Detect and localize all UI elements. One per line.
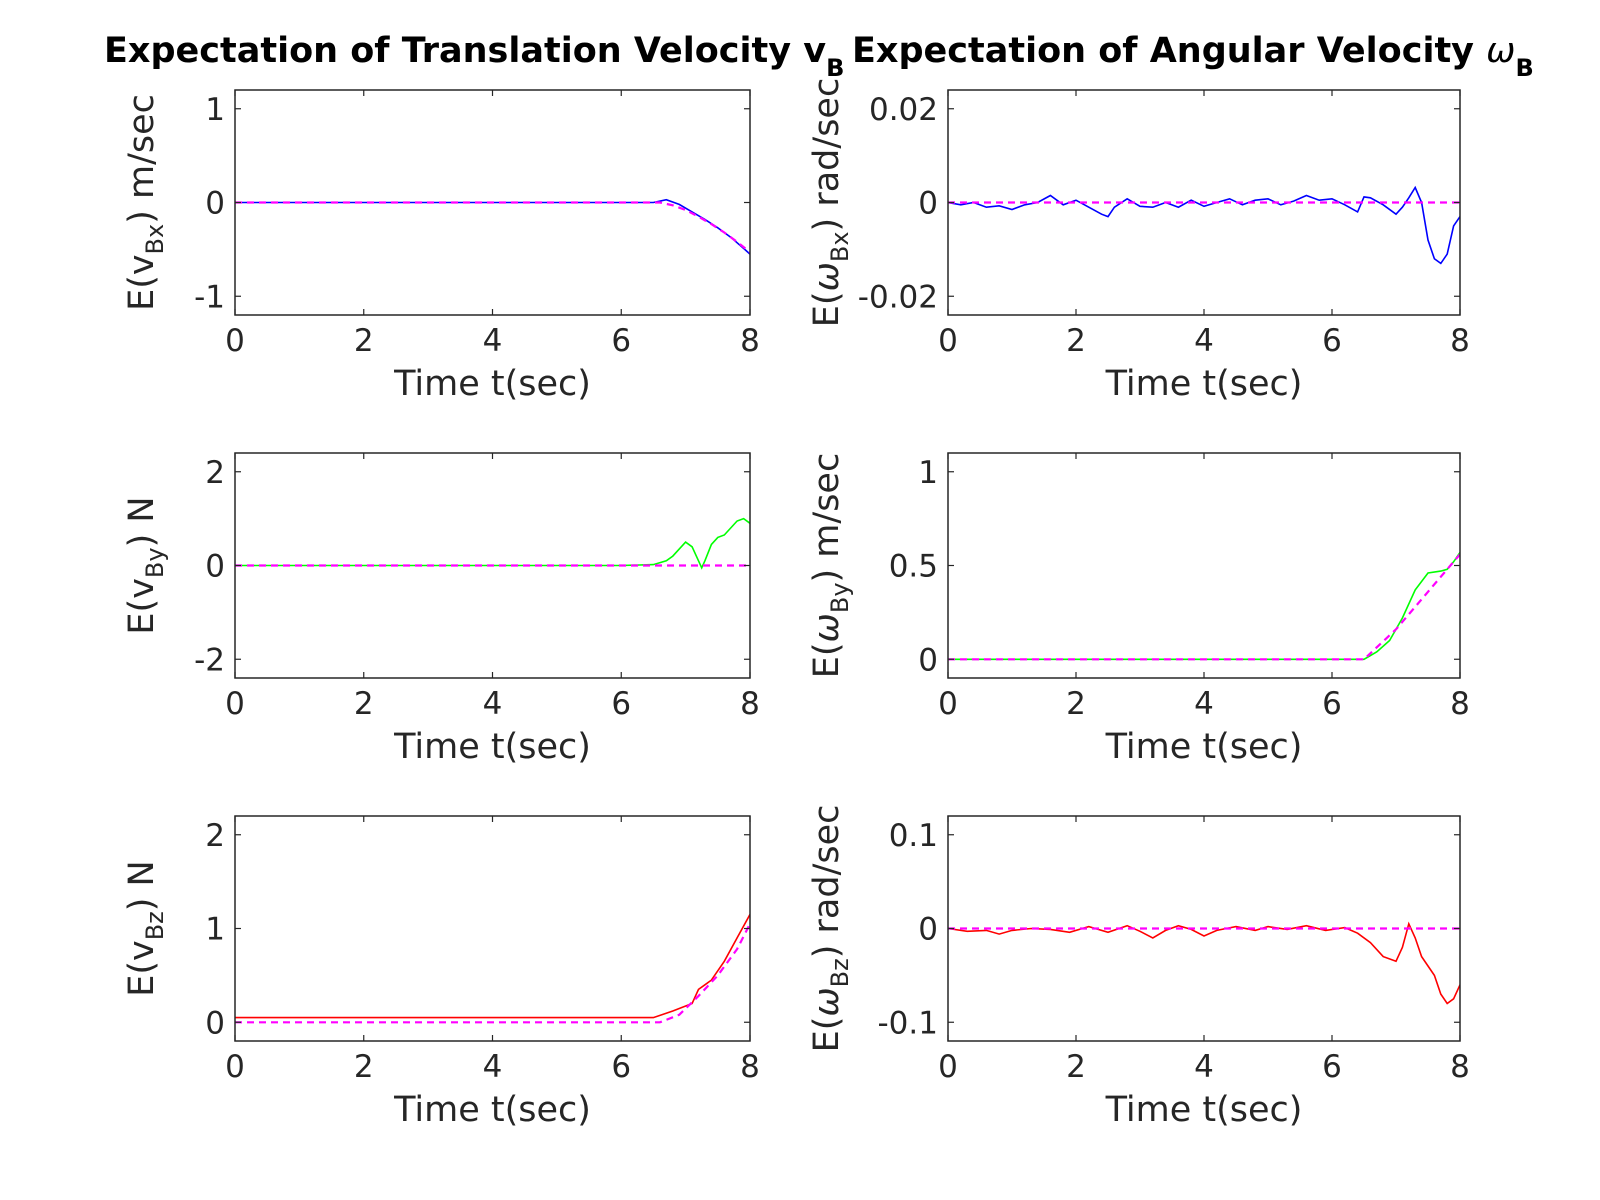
x-tick-label: 8 bbox=[1450, 1049, 1470, 1085]
x-tick-label: 8 bbox=[740, 323, 760, 359]
x-tick-label: 2 bbox=[354, 323, 374, 359]
x-tick-label: 6 bbox=[1322, 1049, 1342, 1085]
x-tick-label: 6 bbox=[1322, 323, 1342, 359]
x-tick-label: 6 bbox=[611, 323, 631, 359]
x-tick-label: 0 bbox=[938, 1049, 958, 1085]
y-tick-label: 1 bbox=[205, 92, 225, 128]
y-axis-label: E(vBx) m/sec bbox=[122, 94, 169, 311]
x-tick-label: 0 bbox=[938, 686, 958, 722]
y-tick-label: 0 bbox=[205, 186, 225, 222]
left-column-title: Expectation of Translation Velocity vB bbox=[104, 31, 844, 82]
series-line-1 bbox=[235, 198, 750, 255]
y-tick-label: -0.1 bbox=[878, 1005, 939, 1041]
x-axis-label: Time t(sec) bbox=[393, 727, 591, 767]
y-tick-label: 0 bbox=[205, 549, 225, 585]
y-tick-label: -0.02 bbox=[858, 279, 938, 315]
y-tick-label: -1 bbox=[194, 279, 225, 315]
y-tick-label: 0 bbox=[918, 642, 938, 678]
subplot-5: 0 2 4 6 8 0 1 2 Time t(sec) E(vBz) N bbox=[122, 815, 760, 1130]
y-tick-label: 0 bbox=[205, 1005, 225, 1041]
series-line-1 bbox=[948, 185, 1460, 265]
y-axis-label: E(vBy) N bbox=[122, 496, 169, 634]
x-axis-label: Time t(sec) bbox=[393, 364, 591, 404]
y-axis-label: E(ωBx) rad/sec bbox=[807, 78, 854, 327]
x-tick-label: 6 bbox=[611, 686, 631, 722]
x-tick-label: 0 bbox=[225, 323, 245, 359]
axes-box bbox=[947, 452, 1461, 679]
y-tick-label: 0.5 bbox=[889, 549, 938, 585]
series-line-1 bbox=[948, 551, 1460, 661]
x-tick-label: 8 bbox=[740, 686, 760, 722]
series-line-2 bbox=[235, 201, 750, 254]
x-tick-label: 4 bbox=[1194, 323, 1214, 359]
y-axis-label: E(ωBy) m/sec bbox=[807, 453, 854, 678]
x-tick-label: 8 bbox=[1450, 323, 1470, 359]
x-tick-label: 2 bbox=[354, 686, 374, 722]
x-tick-label: 2 bbox=[1066, 1049, 1086, 1085]
x-tick-label: 2 bbox=[1066, 323, 1086, 359]
y-tick-label: 2 bbox=[205, 818, 225, 854]
x-tick-label: 4 bbox=[483, 1049, 503, 1085]
axes-box bbox=[234, 815, 751, 1042]
y-tick-label: 0.02 bbox=[869, 92, 938, 128]
x-tick-label: 8 bbox=[740, 1049, 760, 1085]
x-tick-label: 4 bbox=[1194, 1049, 1214, 1085]
subplot-6: 0 2 4 6 8 -0.1 0 0.1 Time t(sec) E(ωBz) rad/sec bbox=[807, 805, 1470, 1130]
series-line-2 bbox=[948, 553, 1460, 661]
y-tick-label: 1 bbox=[205, 912, 225, 948]
x-tick-label: 8 bbox=[1450, 686, 1470, 722]
x-axis-label: Time t(sec) bbox=[1105, 364, 1303, 404]
x-tick-label: 2 bbox=[1066, 686, 1086, 722]
y-axis-label: E(ωBz) rad/sec bbox=[807, 805, 854, 1053]
x-tick-label: 6 bbox=[611, 1049, 631, 1085]
x-axis-label: Time t(sec) bbox=[393, 1090, 591, 1130]
y-axis-label: E(vBz) N bbox=[122, 860, 169, 997]
x-axis-label: Time t(sec) bbox=[1105, 727, 1303, 767]
series-line-1 bbox=[948, 921, 1460, 1005]
x-tick-label: 2 bbox=[354, 1049, 374, 1085]
y-tick-label: 0.1 bbox=[889, 818, 938, 854]
right-column-title: Expectation of Angular Velocity ωB bbox=[852, 31, 1534, 82]
x-tick-label: 0 bbox=[938, 323, 958, 359]
x-tick-label: 4 bbox=[1194, 686, 1214, 722]
series-line-1 bbox=[235, 914, 750, 1019]
series-line-1 bbox=[235, 517, 750, 570]
y-tick-label: 1 bbox=[918, 455, 938, 491]
x-tick-label: 4 bbox=[483, 323, 503, 359]
y-tick-label: 2 bbox=[205, 455, 225, 491]
y-tick-label: 0 bbox=[918, 186, 938, 222]
x-tick-label: 0 bbox=[225, 1049, 245, 1085]
x-tick-label: 0 bbox=[225, 686, 245, 722]
x-axis-label: Time t(sec) bbox=[1105, 1090, 1303, 1130]
series-line-2 bbox=[235, 923, 750, 1024]
x-tick-label: 6 bbox=[1322, 686, 1342, 722]
y-tick-label: -2 bbox=[194, 642, 225, 678]
subplot-4: 0 2 4 6 8 0 0.5 1 Time t(sec) E(ωBy) m/sec bbox=[807, 452, 1470, 767]
y-tick-label: 0 bbox=[918, 912, 938, 948]
x-tick-label: 4 bbox=[483, 686, 503, 722]
